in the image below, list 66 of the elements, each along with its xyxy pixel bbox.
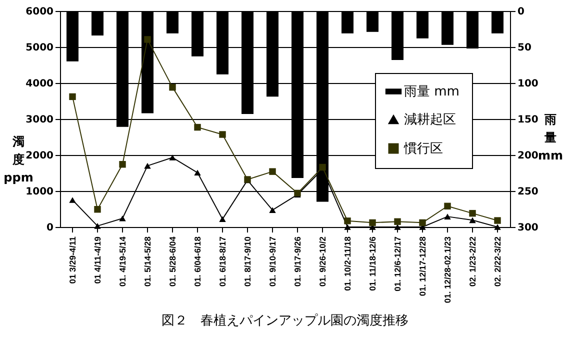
- point: [219, 131, 226, 138]
- x-tick-label: 01. 8/17-9/10: [242, 236, 252, 287]
- y2-tick-label: 50: [518, 42, 532, 54]
- x-tick-label: 01. 12/6-12/17: [392, 236, 402, 292]
- point: [419, 219, 426, 226]
- point: [119, 215, 126, 222]
- x-tick-label: 01. 9/10-9/17: [268, 236, 278, 287]
- x-tick-label: 01. 5/28-6/04: [168, 236, 178, 287]
- point: [169, 84, 176, 91]
- y-tick-label: 3000: [26, 114, 54, 126]
- point: [494, 224, 501, 230]
- y-tick-label: 4000: [26, 78, 54, 90]
- point: [144, 36, 151, 43]
- x-tick-label: 01. 12/17-12/28: [418, 236, 428, 296]
- point: [269, 168, 276, 175]
- y2-axis-title: 雨量 mm: [538, 112, 563, 162]
- x-tick-label: 01. 11/18-12/6: [368, 236, 378, 291]
- point: [469, 217, 476, 224]
- point: [494, 217, 501, 224]
- point: [219, 216, 226, 222]
- point: [144, 162, 151, 169]
- point: [119, 161, 126, 168]
- x-tick-label: 02. 2/22-3/22: [492, 236, 502, 287]
- y2-tick-label: 0: [518, 6, 524, 18]
- point: [194, 170, 201, 176]
- y2-tick-label: 200: [518, 150, 538, 162]
- x-tick-label: 01. 9/26-10/2: [318, 236, 328, 287]
- y2-tick-label: 150: [518, 114, 538, 126]
- legend-label: 雨量 mm: [404, 84, 460, 100]
- point: [94, 206, 101, 213]
- point: [269, 207, 276, 213]
- x-tick-label: 01. 6/04-6/18: [192, 236, 202, 287]
- y-tick-label: 0: [46, 222, 54, 234]
- point: [344, 218, 351, 224]
- point: [444, 202, 451, 210]
- y-tick-label: 5000: [26, 42, 54, 54]
- point: [169, 154, 176, 160]
- x-tick-label: 01. 6/18-8/17: [218, 236, 228, 287]
- x-tick-label: 01 3/29-4/11: [68, 236, 78, 284]
- point: [394, 218, 401, 225]
- x-tick-label: 01. 5/14-5/28: [142, 236, 152, 287]
- point: [444, 214, 451, 220]
- y2-tick-label: 250: [518, 186, 538, 198]
- y-tick-label: 2000: [26, 150, 54, 162]
- x-tick-label: 01 4/11-4/19: [92, 236, 102, 284]
- point: [369, 219, 376, 226]
- legend-label: 減耕起区: [404, 112, 456, 128]
- x-tick-label: 01. 4/19-5/14: [118, 236, 128, 287]
- x-tick-label: 01. 9/17-9/26: [292, 236, 302, 287]
- point: [344, 224, 351, 230]
- point: [319, 164, 326, 171]
- legend-label: 慣行区: [403, 142, 443, 156]
- y2-tick-label: 300: [518, 222, 538, 234]
- point: [94, 223, 101, 229]
- y-tick-label: 6000: [26, 6, 54, 18]
- y2-tick-label: 100: [518, 78, 538, 90]
- text: 図２ 春植えパインアップル園の濁度推移: [162, 312, 408, 329]
- x-tick-label: 01. 10/2-11/18: [342, 236, 352, 291]
- x-tick-label: 02. 1/23-2/22: [468, 236, 478, 287]
- point: [69, 197, 76, 203]
- y-tick-label: 1000: [26, 186, 54, 198]
- point: [394, 224, 401, 230]
- point: [469, 210, 476, 217]
- point: [194, 124, 201, 131]
- point: [69, 93, 76, 100]
- x-tick-label: 01. 12/28-02.1/23: [442, 236, 452, 304]
